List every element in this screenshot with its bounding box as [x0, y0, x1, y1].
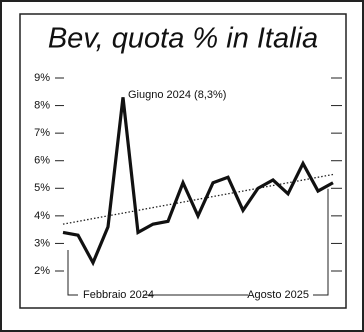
y-tick-label: 9%	[34, 72, 50, 84]
y-tick-label: 7%	[34, 127, 50, 139]
annotation: Giugno 2024 (8,3%)	[128, 89, 226, 101]
x-tick-label: Febbraio 2024	[83, 289, 154, 301]
line	[62, 97, 334, 267]
y-tick-label: 5%	[34, 182, 50, 194]
chart-frame	[19, 13, 347, 309]
y-tick-label: 3%	[34, 237, 50, 249]
chart-title: Bev, quota % in Italia	[48, 23, 318, 55]
x-tick-label: Agosto 2025	[247, 289, 309, 301]
y-tick-label: 8%	[34, 99, 50, 111]
y-tick-label: 2%	[34, 265, 50, 277]
bracket	[313, 188, 329, 296]
y-tick-label: 6%	[34, 155, 50, 167]
y-tick-label: 4%	[34, 210, 50, 222]
bracket	[67, 250, 78, 296]
